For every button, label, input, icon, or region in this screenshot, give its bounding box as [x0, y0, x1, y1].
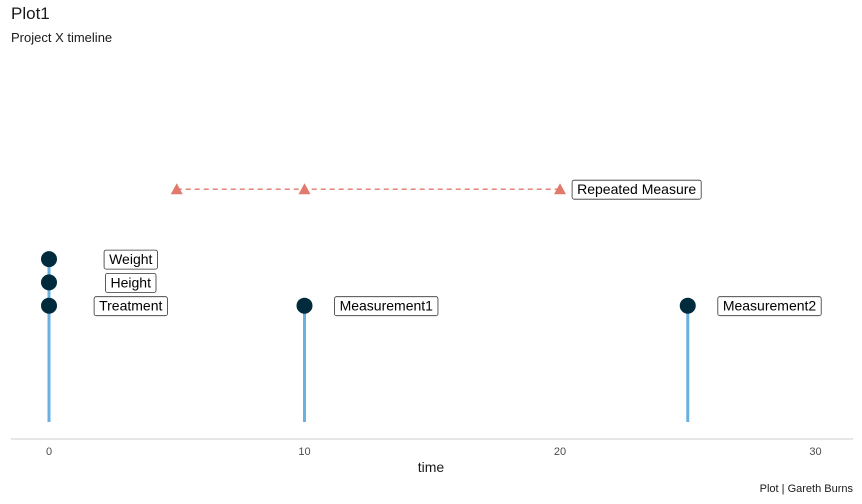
x-tick-label: 20: [554, 446, 566, 458]
chart-subtitle: Project X timeline: [11, 30, 113, 45]
repeated-measure-marker: [554, 183, 566, 195]
repeated-measure-marker: [298, 183, 311, 195]
event-label-text: Weight: [109, 251, 152, 267]
event-point: [41, 274, 57, 291]
event-label-text: Measurement1: [340, 298, 434, 314]
event-label-box: [105, 272, 157, 293]
event-label-text: Treatment: [99, 298, 162, 314]
repeated-measure-marker: [170, 183, 183, 195]
x-tick-label: 30: [809, 446, 821, 458]
repeated-measure-label-box: [571, 179, 702, 200]
event-label-box: [717, 296, 822, 317]
event-label-text: Height: [111, 274, 152, 290]
chart-caption: Plot | Gareth Burns: [759, 483, 853, 495]
event-label-text: Measurement2: [723, 298, 817, 314]
event-label-box: [93, 296, 168, 317]
repeated-measure-label-text: Repeated Measure: [577, 181, 696, 197]
event-label-box: [103, 249, 158, 270]
event-point: [41, 251, 57, 268]
event-point: [296, 297, 313, 314]
x-axis-title: time: [417, 459, 445, 475]
event-point: [679, 297, 696, 314]
chart-title: Plot1: [11, 4, 50, 23]
x-tick-label: 0: [46, 446, 52, 458]
event-point: [41, 297, 57, 314]
x-tick-label: 10: [298, 446, 310, 458]
event-label-box: [334, 296, 439, 317]
